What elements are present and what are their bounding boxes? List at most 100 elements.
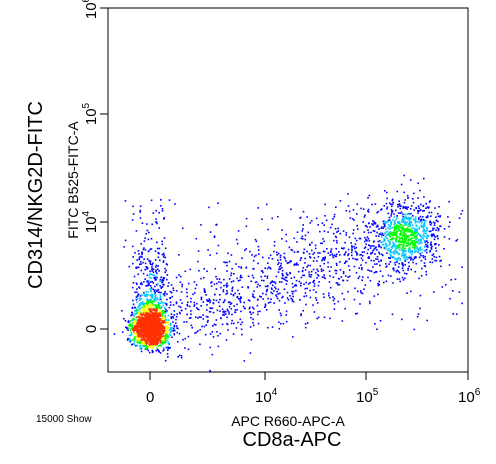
event-dot	[164, 256, 167, 259]
event-dot	[150, 320, 152, 322]
event-dot	[230, 281, 233, 283]
event-dot	[433, 224, 436, 226]
event-dot	[177, 356, 179, 358]
event-dot	[252, 259, 255, 262]
event-dot	[352, 257, 354, 260]
y-tick-exponent: 6	[81, 0, 92, 2]
event-dot	[143, 240, 146, 242]
event-dot	[228, 313, 230, 315]
event-dot	[369, 226, 371, 228]
event-dot	[179, 312, 181, 315]
event-dot	[425, 273, 428, 276]
event-dot	[310, 274, 313, 276]
event-dot	[131, 343, 134, 346]
event-dot	[387, 274, 390, 277]
event-dot	[413, 219, 416, 222]
event-dot	[156, 247, 159, 250]
event-dot	[159, 315, 161, 317]
event-dot	[184, 270, 187, 273]
event-dot	[149, 273, 151, 276]
event-dot	[335, 269, 338, 272]
event-dot	[143, 326, 145, 329]
event-dot	[402, 205, 405, 208]
event-dot	[166, 333, 168, 336]
event-dot	[262, 271, 264, 274]
event-dot	[309, 256, 311, 258]
event-dot	[361, 268, 363, 271]
event-dot	[167, 323, 170, 325]
event-dot	[151, 331, 154, 334]
event-dot	[394, 233, 397, 235]
event-dot	[160, 298, 162, 301]
event-dot	[141, 328, 143, 331]
event-dot	[368, 300, 371, 303]
x-tick-exponent: 6	[475, 387, 481, 398]
event-dot	[293, 276, 296, 279]
event-dot	[407, 267, 409, 270]
event-dot	[215, 324, 217, 326]
event-dot	[163, 326, 165, 328]
event-dot	[384, 190, 386, 192]
event-dot	[292, 336, 294, 338]
event-dot	[373, 230, 376, 232]
event-dot	[164, 339, 166, 342]
event-dot	[186, 304, 189, 306]
event-dot	[148, 326, 151, 329]
event-dot	[154, 276, 156, 279]
event-dot	[290, 277, 293, 279]
event-dot	[439, 260, 441, 262]
event-dot	[152, 288, 154, 291]
event-dot	[203, 325, 206, 328]
event-dot	[392, 241, 394, 244]
event-dot	[423, 235, 425, 238]
event-dot	[356, 224, 358, 227]
event-dot	[256, 304, 259, 307]
event-dot	[323, 296, 325, 298]
event-dot	[152, 321, 155, 324]
event-dot	[391, 205, 393, 208]
event-dot	[144, 312, 147, 315]
event-dot	[164, 310, 166, 313]
event-dot	[394, 227, 396, 230]
event-dot	[424, 220, 426, 222]
event-dot	[309, 264, 312, 267]
event-dot	[137, 326, 139, 328]
event-dot	[154, 335, 157, 338]
event-dot	[197, 330, 199, 332]
event-dot	[336, 231, 338, 233]
event-dot	[160, 342, 163, 345]
event-dot	[152, 268, 155, 271]
event-dot	[142, 317, 145, 319]
event-dot	[152, 212, 155, 214]
event-dot	[427, 246, 429, 248]
event-dot	[386, 249, 389, 252]
event-dot	[271, 326, 274, 328]
event-dot	[417, 182, 419, 185]
event-dot	[280, 264, 282, 267]
event-dot	[149, 260, 151, 263]
event-dot	[429, 250, 431, 253]
event-dot	[139, 347, 141, 350]
event-dot	[259, 310, 261, 313]
event-dot	[165, 263, 168, 265]
event-dot	[374, 203, 377, 205]
event-dot	[412, 218, 415, 220]
x-tick-label: 104	[255, 387, 278, 406]
event-dot	[425, 216, 428, 218]
event-dot	[386, 197, 388, 200]
event-dot	[208, 298, 210, 300]
event-dot	[385, 244, 388, 246]
event-dot	[377, 282, 379, 285]
event-dot	[430, 222, 433, 224]
event-dot	[316, 268, 318, 271]
event-dot	[325, 219, 328, 222]
event-dot	[148, 314, 150, 317]
event-dot	[137, 306, 139, 308]
event-dot	[351, 245, 353, 247]
event-dot	[378, 240, 381, 242]
event-dot	[417, 220, 419, 223]
event-dot	[139, 209, 142, 212]
event-dot	[293, 264, 296, 266]
event-dot	[354, 250, 357, 253]
event-dot	[135, 267, 137, 269]
